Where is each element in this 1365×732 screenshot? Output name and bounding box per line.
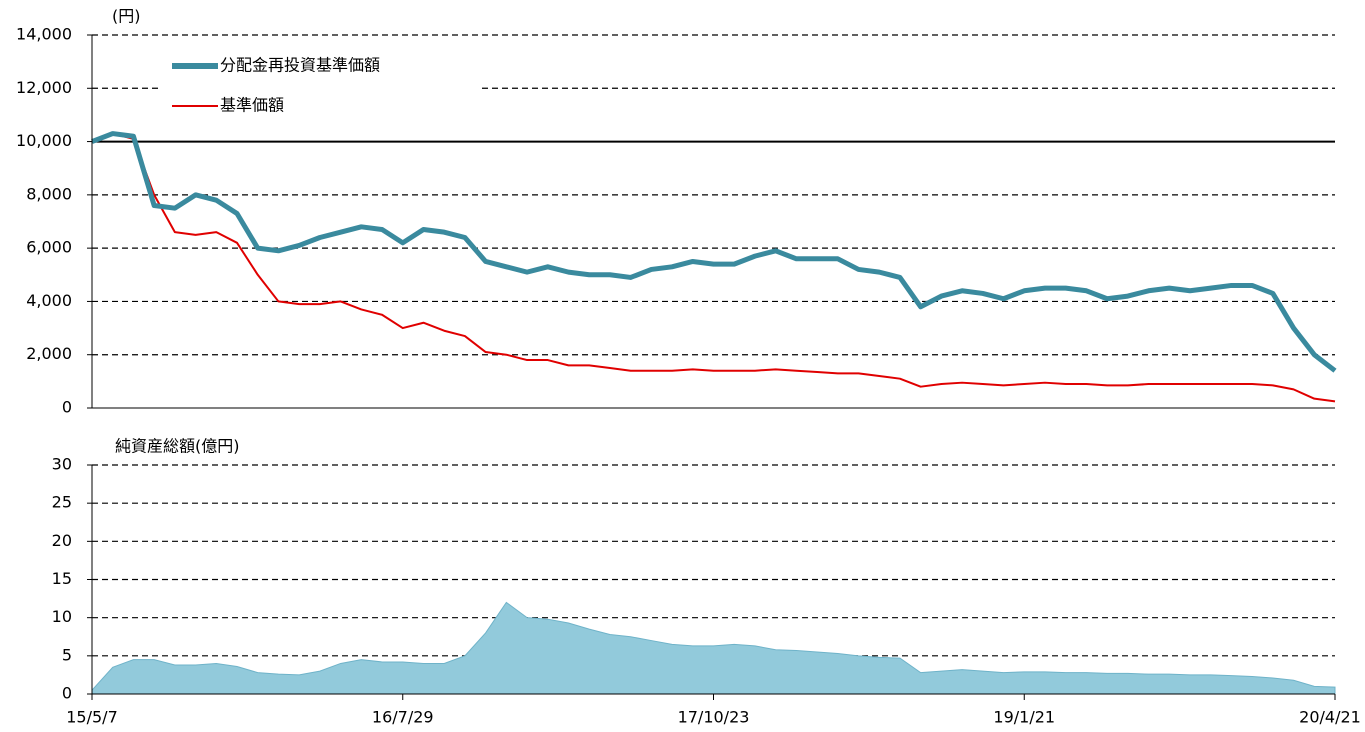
y-tick-label: 12,000: [16, 78, 72, 97]
legend-label: 基準価額: [220, 96, 284, 115]
x-tick-label: 17/10/23: [678, 708, 750, 727]
y-tick-label: 25: [52, 493, 72, 512]
x-tick-label: 15/5/7: [66, 708, 118, 727]
y-tick-label: 4,000: [26, 291, 72, 310]
y-axis-label: (円): [112, 7, 141, 26]
x-tick-label: 20/4/21: [1299, 708, 1361, 727]
y-tick-label: 5: [62, 645, 72, 664]
y-tick-label: 0: [62, 684, 72, 703]
y-tick-label: 0: [62, 398, 72, 417]
y-tick-label: 20: [52, 531, 72, 550]
y-tick-label: 10: [52, 607, 72, 626]
y-tick-label: 15: [52, 569, 72, 588]
series-line: [91, 131, 1337, 373]
series-line: [91, 132, 1336, 403]
x-tick-label: 16/7/29: [372, 708, 434, 727]
y-axis-label: 純資産総額(億円): [115, 437, 240, 456]
x-tick-label: 19/1/21: [993, 708, 1055, 727]
area: [91, 601, 1336, 695]
y-tick-label: 6,000: [26, 238, 72, 257]
legend-label: 分配金再投資基準価額: [220, 56, 380, 75]
y-tick-label: 14,000: [16, 25, 72, 44]
y-tick-label: 30: [52, 455, 72, 474]
y-tick-label: 2,000: [26, 344, 72, 363]
legend-background: [160, 48, 480, 128]
y-tick-label: 8,000: [26, 184, 72, 203]
y-tick-label: 10,000: [16, 131, 72, 150]
